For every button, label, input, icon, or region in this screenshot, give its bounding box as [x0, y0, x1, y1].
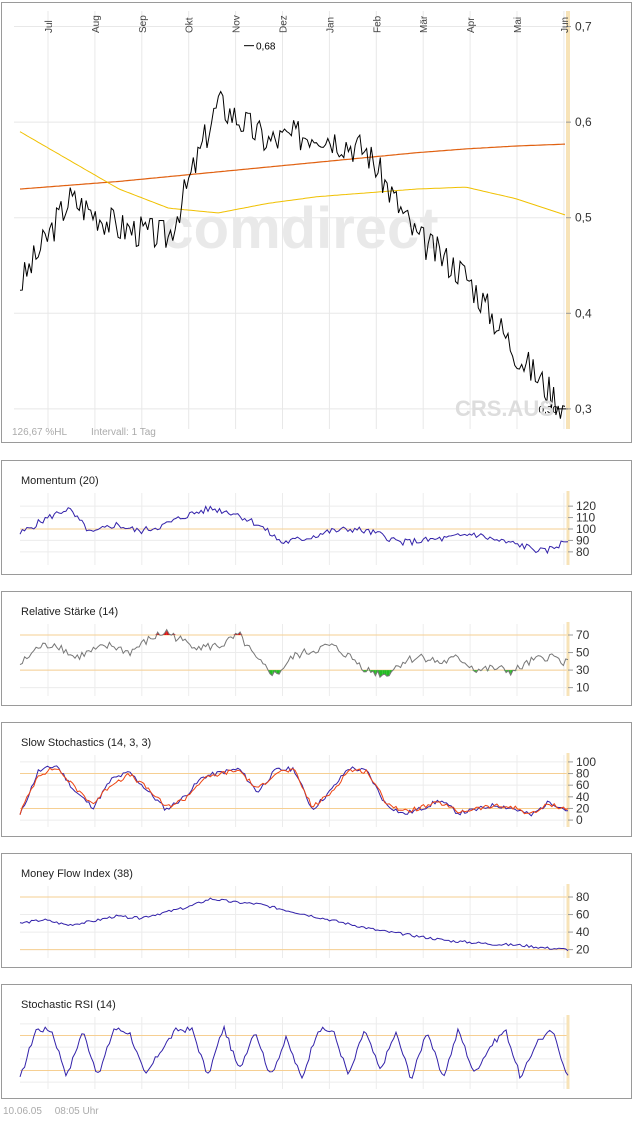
y-tick-label: 0: [576, 813, 583, 827]
slow-stochastics-title: Slow Stochastics (14, 3, 3): [21, 737, 152, 749]
rsi-oversold-fill: [476, 670, 479, 673]
rsi-overbought-fill: [171, 633, 174, 636]
price-line: [19, 90, 566, 419]
momentum-title: Momentum (20): [21, 475, 99, 487]
indicator-series-line: [19, 628, 569, 679]
footer-date: 10.06.05: [3, 1106, 42, 1117]
x-tick-label: Okt: [185, 17, 196, 33]
rsi-panel: Relative Stärke (14) 70 50 30 10: [1, 591, 632, 706]
y-tick-label: 40: [576, 790, 590, 804]
indicator-series-line: [19, 505, 569, 555]
stoch-rsi-panel: Stochastic RSI (14): [1, 984, 632, 1099]
x-tick-label: Apr: [466, 17, 477, 33]
x-tick-label: Sep: [138, 15, 149, 33]
y-tick-label: 20: [576, 943, 590, 957]
high-value-label: 0,68: [256, 42, 276, 53]
x-tick-label: Feb: [372, 15, 383, 33]
x-tick-label: Aug: [91, 15, 102, 33]
watermark: comdirect: [161, 196, 438, 261]
footer-timestamp: 10.06.05 08:05 Uhr: [3, 1106, 109, 1117]
last-value-label: 0,30: [539, 405, 559, 416]
y-tick-label: 20: [576, 801, 590, 815]
y-tick-label: 60: [576, 908, 590, 922]
indicator-series-line: [19, 1024, 569, 1080]
momentum-panel: Momentum (20) 120 110 100 90 80: [1, 460, 632, 575]
y-tick-label: 0,7: [575, 20, 592, 34]
y-tick-label: 30: [576, 663, 590, 677]
footer-time: 08:05 Uhr: [54, 1106, 99, 1117]
x-tick-label: Jan: [325, 17, 336, 33]
mfi-title: Money Flow Index (38): [21, 868, 133, 880]
indicator-series-line: [19, 765, 569, 817]
y-tick-label: 0,3: [575, 402, 592, 416]
x-tick-label: Dez: [279, 15, 290, 33]
rsi-chart: 70 50 30 10: [19, 622, 590, 696]
y-tick-label: 10: [576, 681, 590, 695]
stoch-rsi-chart: [19, 1015, 570, 1089]
y-tick-label: 80: [576, 890, 590, 904]
x-tick-label: Jun: [560, 17, 571, 33]
y-tick-label: 120: [576, 499, 596, 513]
price-chart-panel: comdirect 0,68 0,30 CRS.AUS 126,67 %HL In…: [1, 2, 632, 443]
rsi-overbought-fill: [162, 633, 165, 636]
y-tick-label: 60: [576, 778, 590, 792]
y-tick-label: 0,4: [575, 306, 592, 320]
slow-stochastics-panel: Slow Stochastics (14, 3, 3) 100 80 60 40 20 0: [1, 722, 632, 837]
rsi-oversold-fill: [269, 670, 273, 676]
y-tick-label: 50: [576, 646, 590, 660]
rsi-oversold-fill: [386, 670, 390, 677]
today-marker: [566, 11, 570, 429]
mfi-chart: 80 60 40 20: [19, 884, 590, 958]
y-tick-label: 100: [576, 522, 596, 536]
y-tick-label: 80: [576, 545, 590, 559]
indicator-series-line: [19, 767, 569, 815]
x-tick-label: Nov: [232, 15, 243, 33]
moving-average-long: [19, 143, 566, 190]
price-chart: comdirect 0,68 0,30 CRS.AUS 126,67 %HL In…: [12, 11, 592, 438]
x-tick-label: Jul: [44, 20, 55, 33]
hl-info: 126,67 %HL: [12, 427, 67, 438]
mfi-panel: Money Flow Index (38) 80 60 40 20: [1, 853, 632, 968]
y-tick-label: 110: [576, 511, 595, 525]
y-tick-label: 0,6: [575, 115, 592, 129]
y-tick-label: 80: [576, 767, 590, 781]
rsi-title: Relative Stärke (14): [21, 606, 119, 618]
y-tick-label: 0,5: [575, 211, 592, 225]
y-tick-label: 90: [576, 533, 590, 547]
x-tick-label: Mär: [419, 15, 430, 33]
symbol-label: CRS.AUS: [455, 396, 554, 421]
rsi-oversold-fill: [384, 670, 387, 677]
moving-average-short: [19, 131, 566, 216]
stoch-rsi-title: Stochastic RSI (14): [21, 999, 116, 1011]
y-tick-label: 100: [576, 755, 596, 769]
y-tick-label: 70: [576, 628, 590, 642]
indicator-series-line: [19, 897, 569, 952]
interval-info: Intervall: 1 Tag: [91, 427, 156, 438]
y-tick-label: 40: [576, 925, 590, 939]
x-tick-label: Mai: [513, 17, 524, 33]
